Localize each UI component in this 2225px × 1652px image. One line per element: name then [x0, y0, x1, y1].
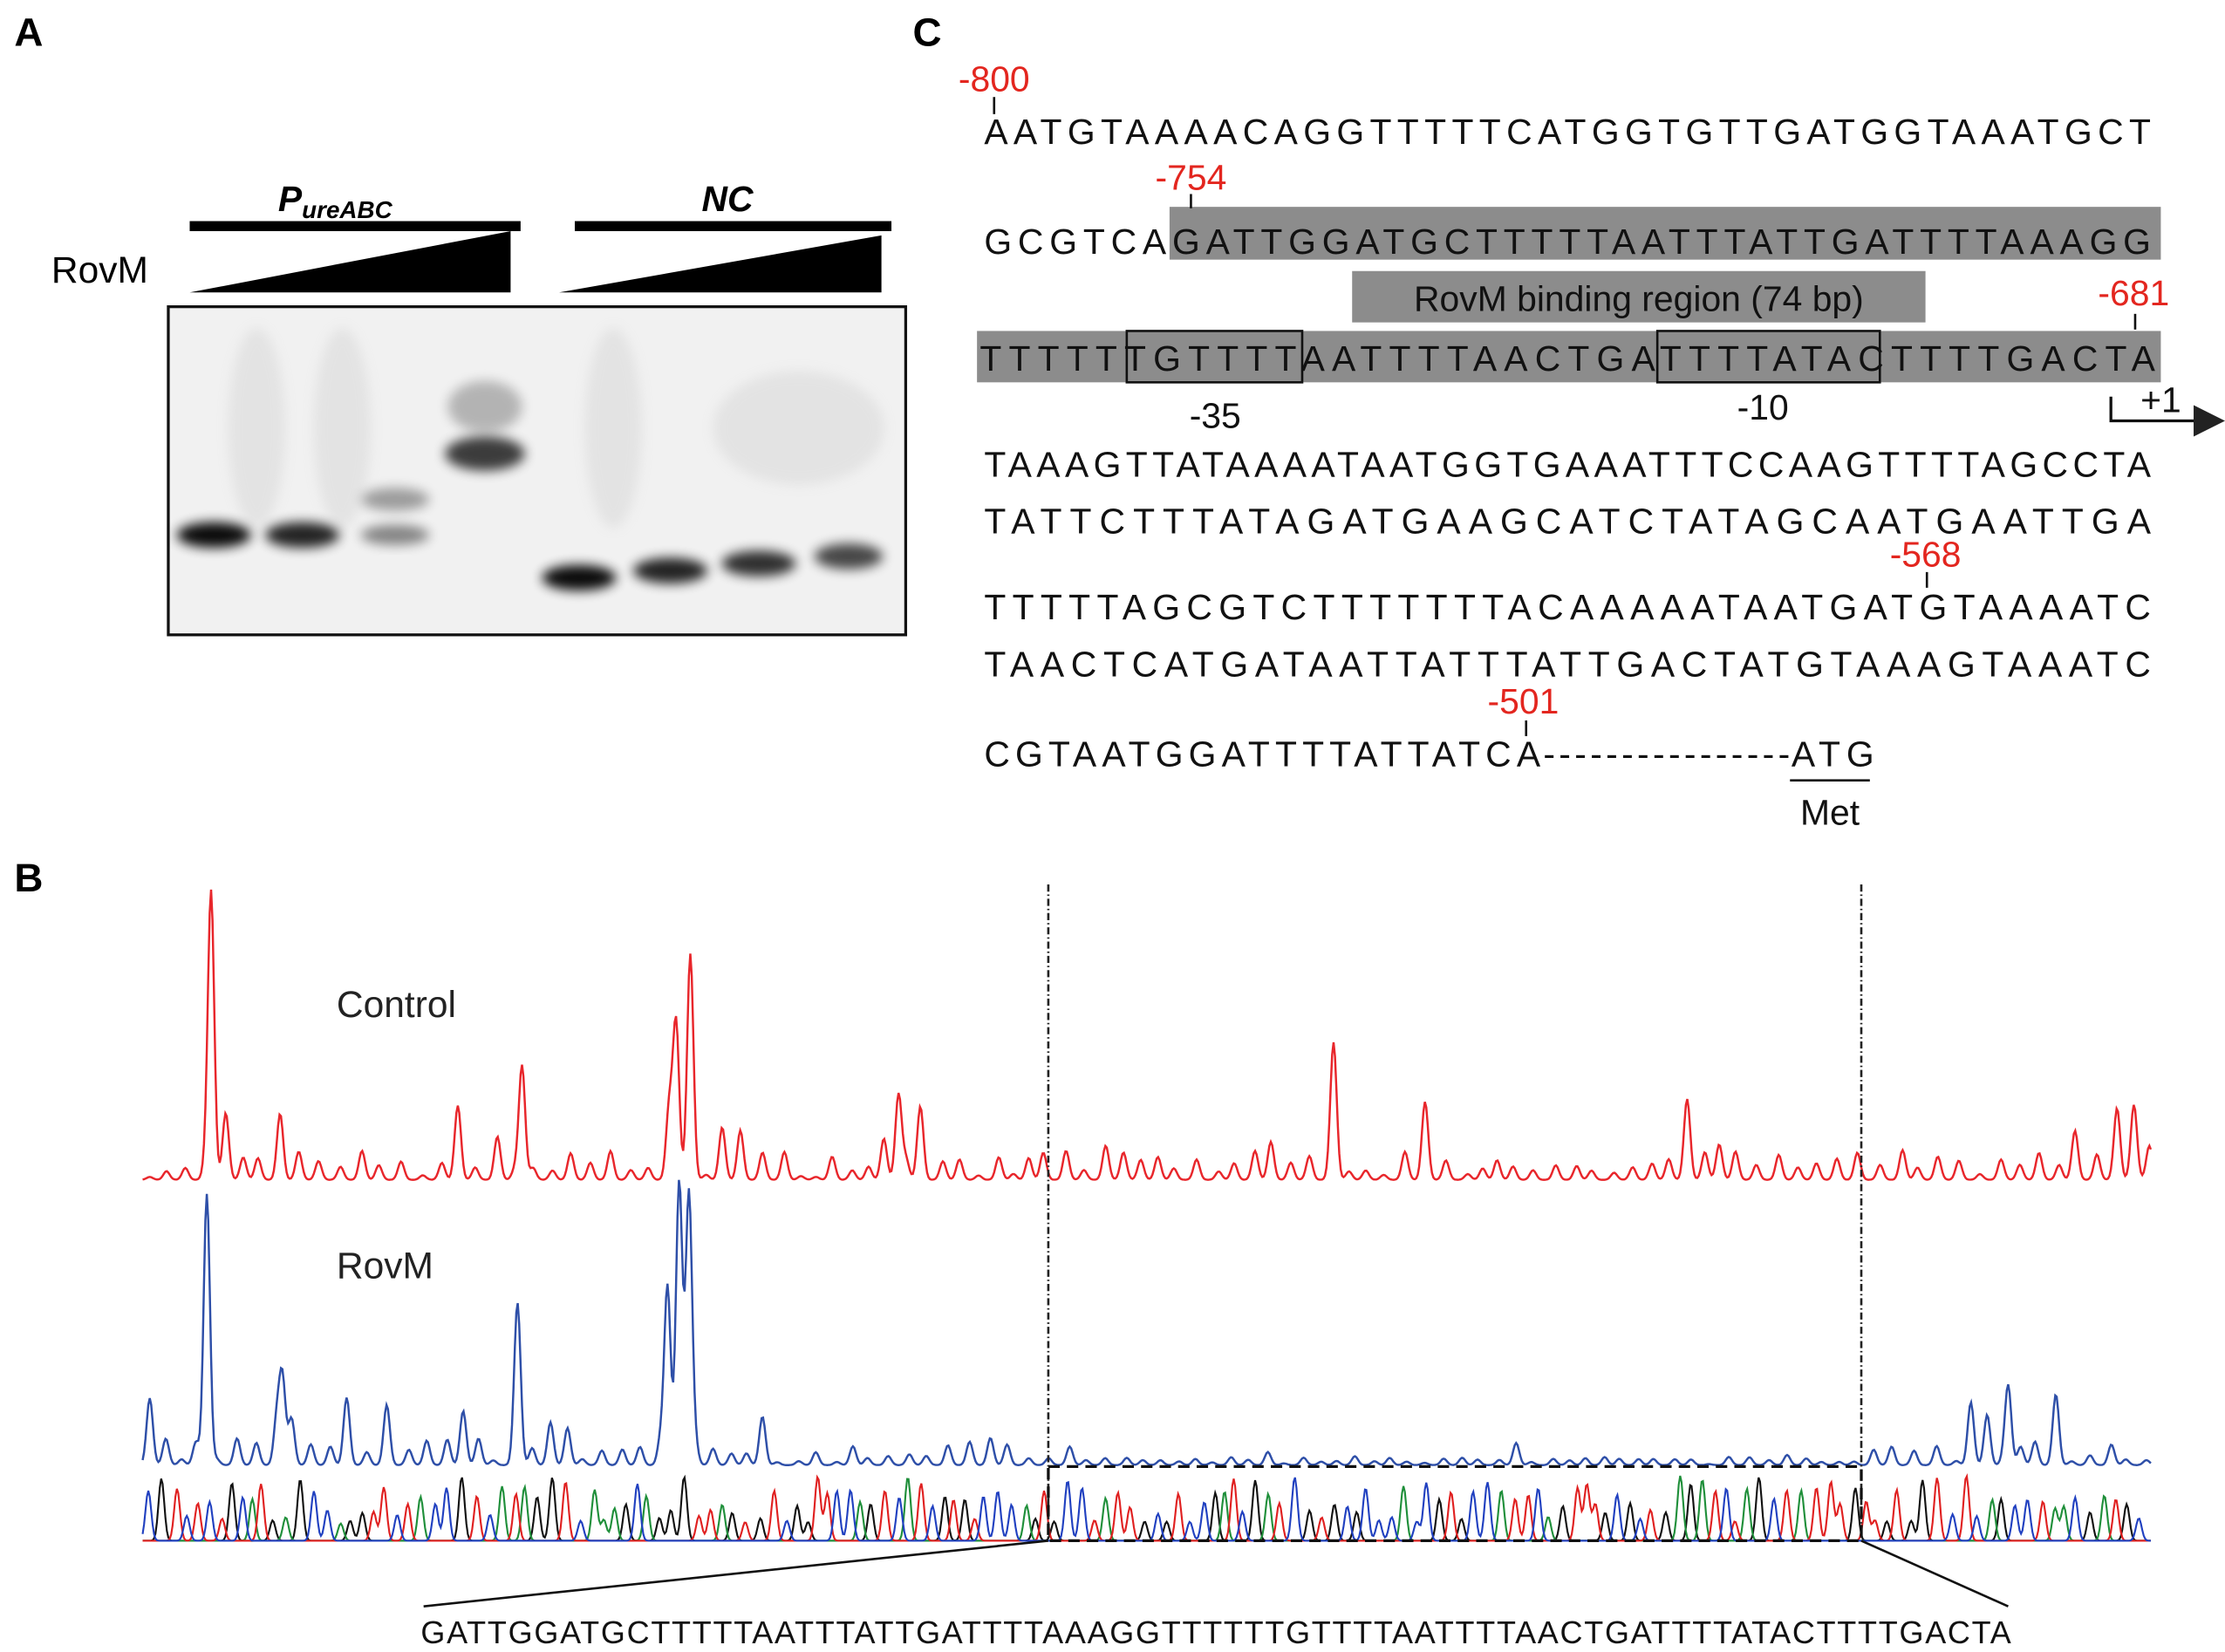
- tss-arrowhead: [2194, 405, 2225, 437]
- gel-band: [360, 524, 430, 545]
- gradient-wedge: [559, 235, 882, 293]
- binding-highlight: [977, 331, 2161, 383]
- gel-band: [360, 488, 430, 511]
- spacer: ----------------: [1543, 734, 1790, 774]
- panel-label: A: [14, 10, 43, 54]
- panel-label: C: [913, 10, 942, 54]
- protected-sequence: GATTGGATGCTTTTTAATTTATTGATTTTAAAGGTTTTTT…: [420, 1614, 2010, 1650]
- sequence-line: TTTTTTGTTTTAATTTTAACTGATTTTATACTTTTGACTA: [979, 338, 2155, 379]
- promoter-label: -35: [1190, 396, 1241, 436]
- position-label: -501: [1488, 681, 1560, 721]
- binding-label: RovM binding region (74 bp): [1414, 279, 1864, 319]
- probe-label: PureABC: [278, 179, 393, 223]
- gel-band: [633, 557, 708, 584]
- gel-band: [176, 522, 251, 549]
- gel-smear: [584, 328, 642, 529]
- amino-acid: Met: [1800, 792, 1860, 832]
- position-label: -681: [2098, 273, 2169, 313]
- binding-label-box: [1352, 270, 1926, 323]
- gradient-wedge: [189, 230, 511, 293]
- zoom-line: [1860, 1539, 2009, 1608]
- sequence-line: TTTTTAGCGTCTTTTTTTACAAAAATAATGATGTAAAATC: [984, 587, 2151, 627]
- trace-label: RovM: [337, 1246, 433, 1287]
- sequence-line: TAAAGTTATAAAATAATGGTGAAATTTCCAAGTTTTAGCC…: [984, 444, 2151, 484]
- tss-label: +1: [2140, 380, 2181, 420]
- gel-band: [721, 550, 796, 577]
- position-label: -568: [1890, 534, 1962, 574]
- probe-main: P: [278, 179, 303, 219]
- gel-band: [542, 564, 617, 591]
- binding-highlight: [1169, 207, 2161, 260]
- position-label: -754: [1156, 158, 1227, 198]
- tss-arrow: [2109, 396, 2197, 423]
- gel-band: [265, 522, 340, 549]
- sequence-line: TAACTCATGATAATTATTTATTGACTATGTAAAGTAAATC: [984, 644, 2151, 684]
- emsa-panel: PureABC NC RovM: [51, 179, 908, 637]
- gel-smear: [713, 371, 884, 486]
- gel-band: [447, 380, 522, 433]
- probe-label: NC: [701, 179, 754, 219]
- panel-label: B: [14, 856, 43, 900]
- rovm-trace: [141, 1179, 2152, 1466]
- probe-bar: [575, 221, 892, 231]
- control-trace: [142, 889, 2153, 1181]
- sequence-line: CGTAATGGATTTTATTATCA: [984, 734, 1540, 774]
- protein-label: RovM: [51, 250, 148, 291]
- position-label: -800: [959, 59, 1030, 99]
- sequence-line: AATGTAAAACAGGTTTTTCATGGTGTTGATGGTAAATGCT: [984, 112, 2151, 152]
- sequence-panel: RovM binding region (74 bp) AATGTAAAACAG…: [959, 59, 2225, 832]
- sequence-line: TATTCTTTATAGATGAAGCATCTATAGCAATGAATTGA: [984, 502, 2151, 542]
- trace-label: Control: [337, 985, 456, 1026]
- promoter-box: [1655, 330, 1881, 384]
- gel-bands: [176, 328, 884, 591]
- zoom-line: [423, 1539, 1049, 1608]
- gel-band: [814, 543, 884, 570]
- probe-subscript: ureABC: [302, 196, 392, 223]
- promoter-box: [1125, 330, 1304, 384]
- gel-smear: [313, 328, 372, 529]
- sequence-line: GCGTCAGATTGGATGCTTTTTAATTTATTGATTTTAAAGG: [984, 222, 2151, 262]
- footprint-panel: Control RovM GATTGGATGCTTTTTAATTTATTGATT…: [141, 884, 2153, 1650]
- gel-band: [445, 436, 525, 471]
- start-codon: ATG: [1792, 734, 1874, 774]
- gel-smear: [228, 328, 286, 529]
- promoter-label: -10: [1737, 387, 1789, 427]
- probe-bar: [189, 221, 521, 231]
